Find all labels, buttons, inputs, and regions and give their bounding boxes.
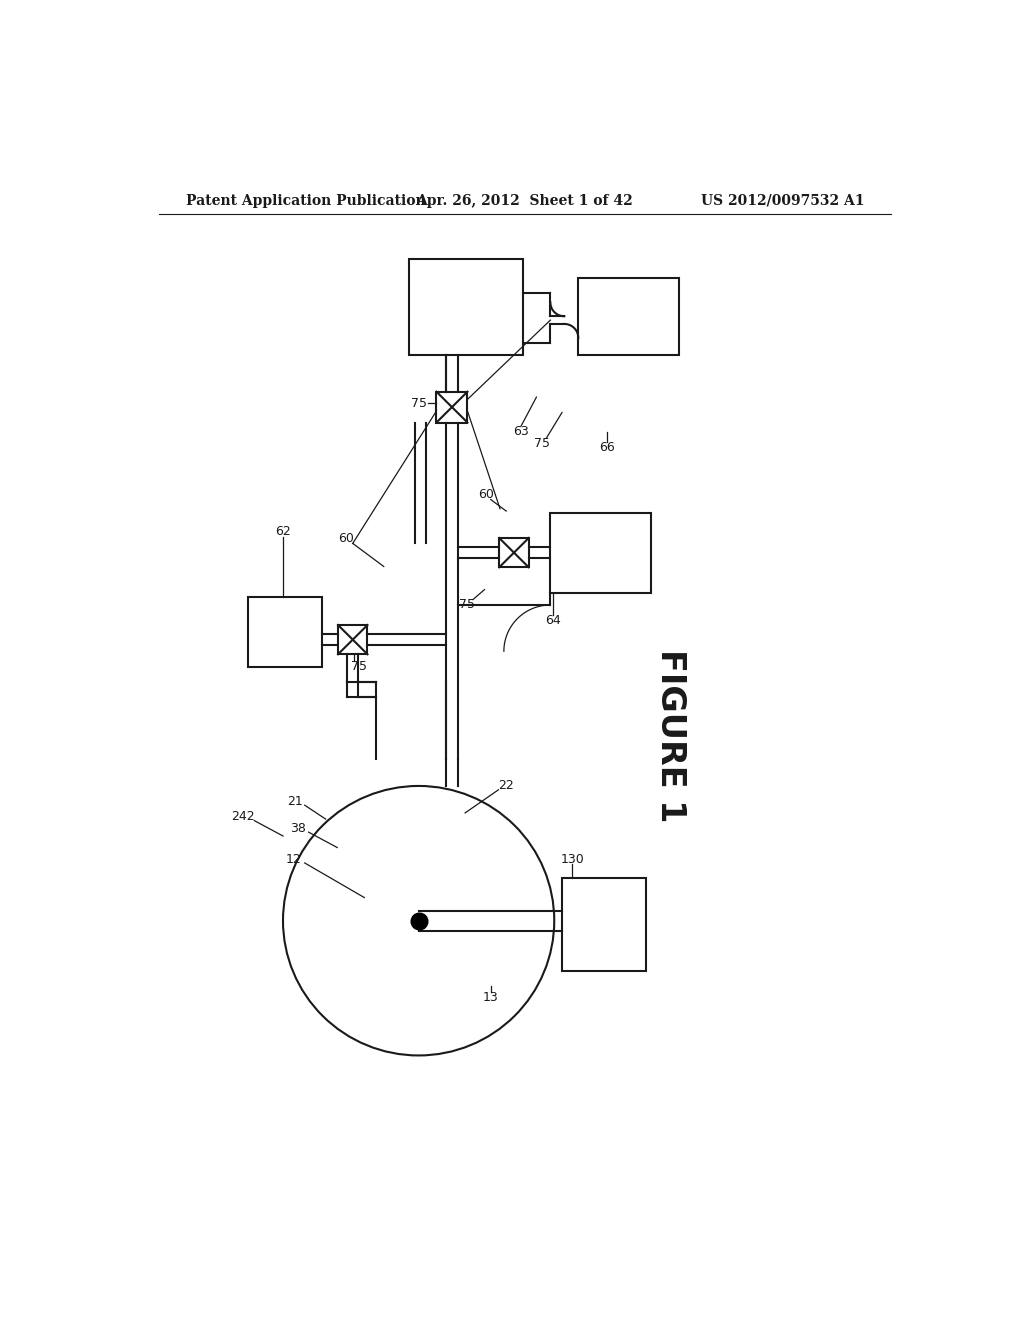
Text: 64: 64 xyxy=(545,614,560,627)
Text: 60: 60 xyxy=(339,532,354,545)
Text: 62: 62 xyxy=(275,525,291,539)
Text: 242: 242 xyxy=(230,810,255,824)
Bar xyxy=(579,277,679,355)
Bar xyxy=(550,512,651,594)
Text: 12: 12 xyxy=(286,853,301,866)
Text: 22: 22 xyxy=(499,779,514,792)
Text: 75: 75 xyxy=(534,437,550,450)
Text: 130: 130 xyxy=(560,853,584,866)
Bar xyxy=(436,392,467,422)
Text: 60: 60 xyxy=(478,488,494,502)
Text: FIGURE 1: FIGURE 1 xyxy=(654,649,687,822)
Text: 63: 63 xyxy=(513,425,528,438)
Text: Apr. 26, 2012  Sheet 1 of 42: Apr. 26, 2012 Sheet 1 of 42 xyxy=(417,194,633,207)
Bar xyxy=(248,598,322,667)
Text: 75: 75 xyxy=(411,397,427,409)
Bar xyxy=(562,878,646,970)
Bar xyxy=(410,259,523,355)
Text: 38: 38 xyxy=(291,822,306,834)
Text: Patent Application Publication: Patent Application Publication xyxy=(186,194,426,207)
Text: 13: 13 xyxy=(483,991,499,1005)
Bar xyxy=(500,539,528,568)
Text: 75: 75 xyxy=(351,660,367,673)
Text: 75: 75 xyxy=(460,598,475,611)
Text: 66: 66 xyxy=(599,441,614,454)
Bar xyxy=(338,626,368,655)
Text: US 2012/0097532 A1: US 2012/0097532 A1 xyxy=(700,194,864,207)
Text: 21: 21 xyxy=(287,795,302,808)
